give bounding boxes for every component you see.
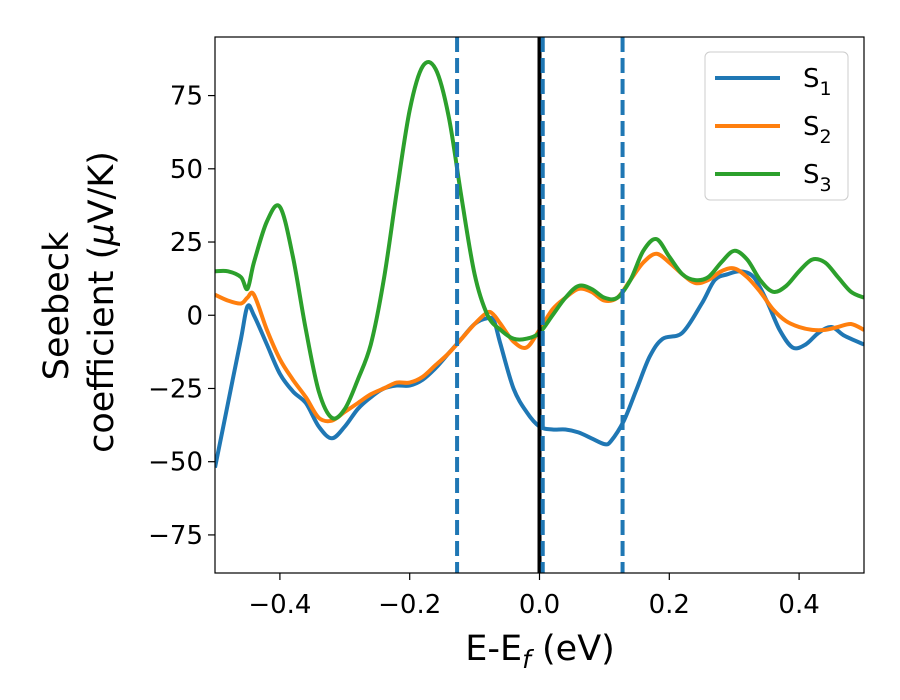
x-tick-label: 0.4 — [778, 590, 819, 620]
legend-label-s3: S3 — [803, 160, 832, 196]
y-axis-ticks: −75 −50 −25 0 25 50 75 — [148, 82, 215, 551]
reference-lines — [455, 37, 625, 573]
y-tick-label: −50 — [148, 448, 203, 478]
series-line-s2 — [215, 251, 864, 424]
x-axis-title: E-Ef (eV) — [465, 629, 615, 674]
y-axis-title-line2: coefficient (μV/K) — [82, 151, 122, 453]
y-tick-label: 0 — [186, 301, 203, 331]
x-tick-label: 0.0 — [519, 590, 560, 620]
y-tick-label: −75 — [148, 521, 203, 551]
y-axis-title-line1: Seebeck — [37, 231, 77, 380]
y-tick-label: 25 — [170, 228, 203, 258]
series-lines — [215, 60, 864, 468]
y-tick-label: 50 — [170, 155, 203, 185]
legend-label-s1: S1 — [803, 64, 832, 100]
x-tick-label: −0.4 — [248, 590, 311, 620]
y-tick-label: −25 — [148, 374, 203, 404]
legend: S1 S2 S3 — [704, 51, 849, 201]
x-tick-label: −0.2 — [378, 590, 441, 620]
x-axis-ticks: −0.4 −0.2 0.0 0.2 0.4 — [248, 573, 820, 620]
series-line-s1 — [215, 269, 864, 468]
x-tick-label: 0.2 — [649, 590, 690, 620]
plot-frame — [214, 36, 865, 574]
y-tick-label: 75 — [170, 82, 203, 112]
legend-label-s2: S2 — [803, 112, 832, 148]
series-line-s3 — [215, 60, 864, 421]
